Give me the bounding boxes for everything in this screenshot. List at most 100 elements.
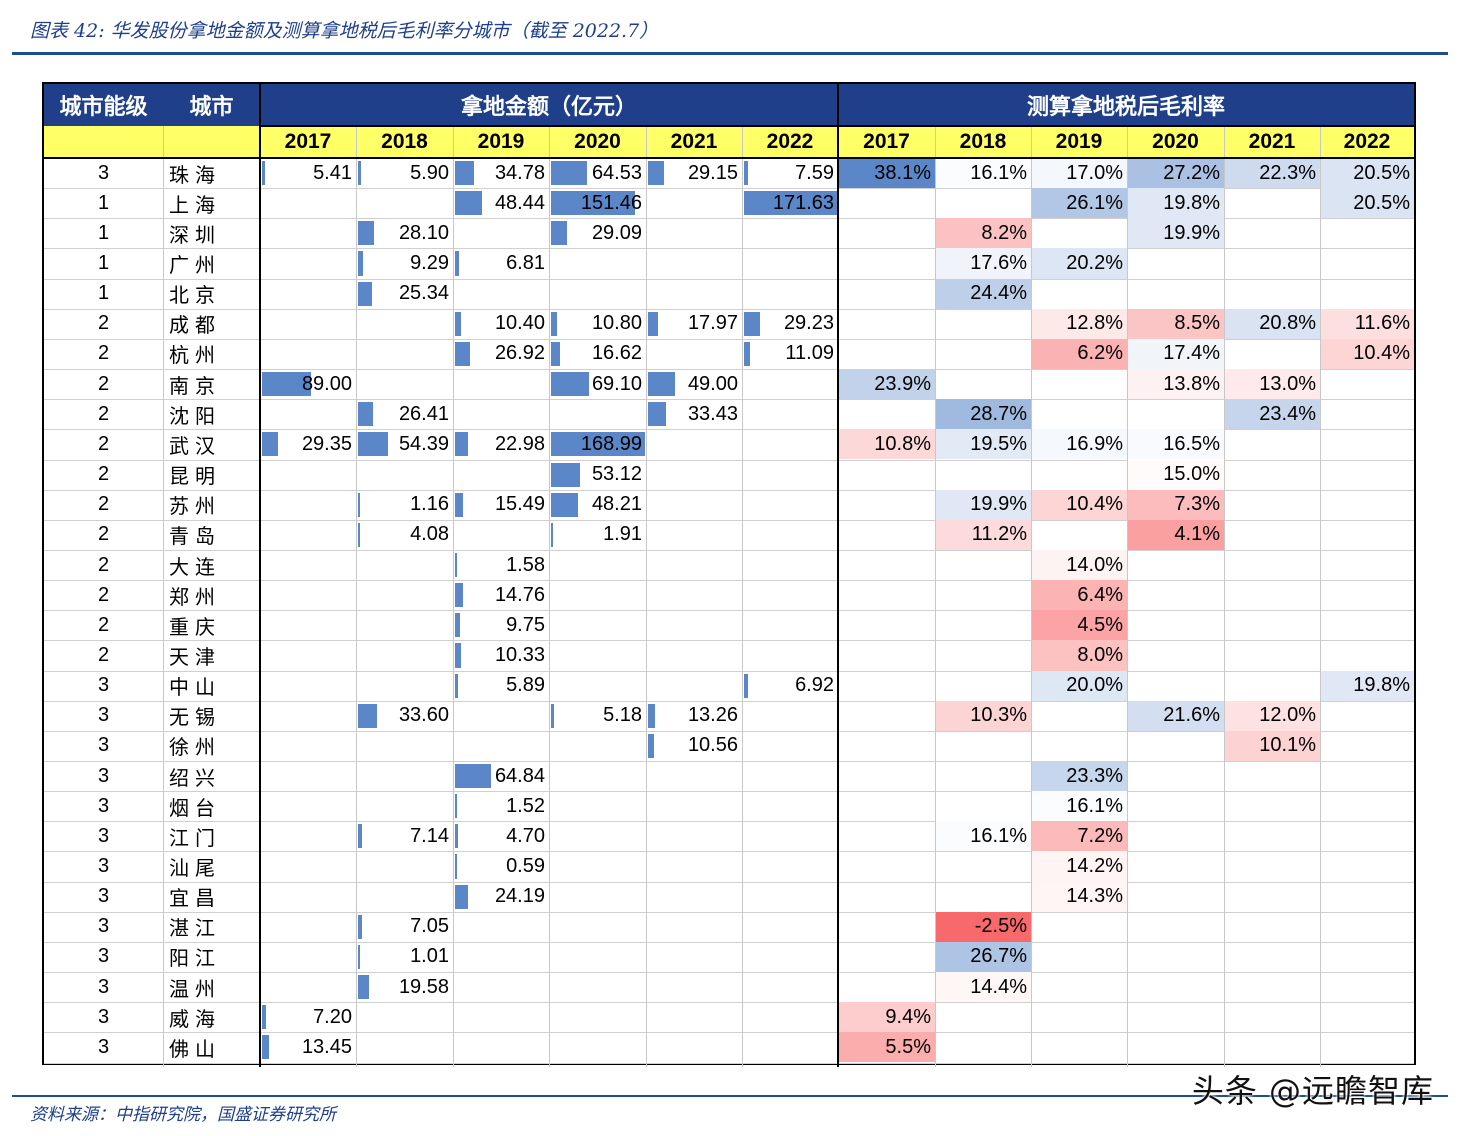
- amount-value: 49.00: [687, 372, 738, 395]
- amount-year-header: 2019: [453, 126, 549, 158]
- row-divider: [44, 730, 1414, 732]
- city-cell: 武汉: [169, 433, 221, 458]
- row-divider: [44, 700, 1414, 702]
- city-cell: 湛江: [169, 916, 221, 941]
- amount-bar: [262, 1035, 270, 1060]
- amount-value: 64.84: [494, 764, 545, 787]
- tier-cell: 3: [97, 975, 110, 998]
- amount-value: 4.08: [410, 523, 449, 546]
- amount-bar: [262, 161, 265, 186]
- amount-value: 29.35: [301, 432, 352, 455]
- margin-value: 15.0%: [1127, 459, 1224, 490]
- margin-year-header: 2021: [1224, 126, 1320, 158]
- tier-cell: 2: [97, 312, 110, 335]
- margin-value: 21.6%: [1127, 700, 1224, 731]
- city-cell: 阳江: [169, 946, 221, 971]
- city-cell: 苏州: [169, 494, 221, 519]
- city-cell: 杭州: [169, 343, 221, 368]
- amount-bar: [455, 161, 475, 186]
- amount-value: 19.58: [398, 975, 449, 998]
- header-bottom: [44, 157, 1414, 159]
- amount-bar: [358, 824, 362, 849]
- row-divider: [44, 308, 1414, 310]
- margin-value: 19.9%: [935, 489, 1031, 520]
- amount-bar: [744, 191, 838, 216]
- amount-bar: [358, 402, 373, 427]
- margin-value: 4.5%: [1031, 610, 1127, 641]
- column-divider: [935, 126, 936, 1067]
- margin-value: 14.3%: [1031, 881, 1127, 912]
- margin-value: 19.9%: [1127, 218, 1224, 249]
- amount-bar: [648, 311, 658, 336]
- city-cell: 青岛: [169, 524, 221, 549]
- tier-cell: 3: [97, 885, 110, 908]
- amount-bar: [551, 191, 635, 216]
- amount-bar: [262, 1005, 266, 1030]
- amount-value: 34.78: [494, 161, 545, 184]
- amount-bar: [358, 221, 374, 246]
- margin-value: 6.2%: [1031, 338, 1127, 370]
- margin-value: 13.0%: [1224, 369, 1320, 400]
- row-divider: [44, 399, 1414, 401]
- amount-value: 89.00: [301, 372, 352, 395]
- amount-bar: [551, 492, 578, 517]
- amount-value: 16.62: [591, 342, 642, 365]
- tier-cell: 2: [97, 342, 110, 365]
- column-divider: [1224, 126, 1225, 1067]
- amount-value: 29.23: [783, 312, 834, 335]
- margin-value: 22.3%: [1224, 158, 1320, 189]
- city-cell: 南京: [169, 373, 221, 398]
- margin-value: 7.3%: [1127, 489, 1224, 520]
- column-divider: [163, 126, 164, 1067]
- amount-value: 171.63: [772, 191, 834, 214]
- amount-value: 5.18: [603, 704, 642, 727]
- column-divider: [646, 126, 647, 1067]
- amount-bar: [744, 673, 748, 698]
- column-divider: [837, 84, 839, 1067]
- margin-value: 23.9%: [838, 369, 935, 400]
- row-divider: [44, 218, 1414, 220]
- margin-value: 5.5%: [838, 1032, 935, 1063]
- tier-cell: 1: [97, 191, 110, 214]
- margin-value: 14.4%: [935, 972, 1031, 1003]
- header-year-blank-city: [163, 126, 260, 158]
- amount-bar: [455, 764, 491, 789]
- amount-value: 29.09: [591, 221, 642, 244]
- row-divider: [44, 459, 1414, 461]
- amount-value: 15.49: [494, 493, 545, 516]
- tier-cell: 2: [97, 583, 110, 606]
- column-divider: [1031, 126, 1032, 1067]
- amount-bar: [455, 673, 459, 698]
- column-divider: [1320, 126, 1321, 1067]
- amount-value: 5.90: [410, 161, 449, 184]
- city-cell: 珠海: [169, 162, 221, 187]
- row-divider: [44, 911, 1414, 913]
- tier-cell: 3: [97, 674, 110, 697]
- city-cell: 绍兴: [169, 765, 221, 790]
- margin-value: 26.1%: [1031, 188, 1127, 219]
- amount-value: 10.80: [591, 312, 642, 335]
- margin-value: 10.4%: [1320, 338, 1414, 370]
- margin-value: 17.4%: [1127, 338, 1224, 370]
- amount-bar: [551, 432, 645, 457]
- amount-value: 26.41: [398, 402, 449, 425]
- margin-value: 9.4%: [838, 1002, 935, 1033]
- amount-bar: [455, 552, 457, 578]
- amount-bar: [455, 794, 457, 819]
- amount-bar: [455, 824, 458, 849]
- row-divider: [44, 1032, 1414, 1034]
- amount-value: 14.76: [494, 583, 545, 606]
- margin-value: 12.8%: [1031, 308, 1127, 339]
- row-divider: [44, 580, 1414, 582]
- margin-value: 19.8%: [1320, 670, 1414, 701]
- chart-title: 图表 42: 华发股份拿地金额及测算拿地税后毛利率分城市（截至 2022.7）: [30, 20, 659, 42]
- margin-value: 16.9%: [1031, 429, 1127, 460]
- amount-value: 48.44: [494, 191, 545, 214]
- amount-bar: [648, 161, 664, 186]
- row-divider: [44, 791, 1414, 793]
- amount-value: 6.81: [506, 252, 545, 274]
- margin-year-header: 2019: [1031, 126, 1127, 158]
- margin-value: 20.2%: [1031, 248, 1127, 279]
- margin-value: 14.0%: [1031, 549, 1127, 581]
- tier-cell: 2: [97, 402, 110, 425]
